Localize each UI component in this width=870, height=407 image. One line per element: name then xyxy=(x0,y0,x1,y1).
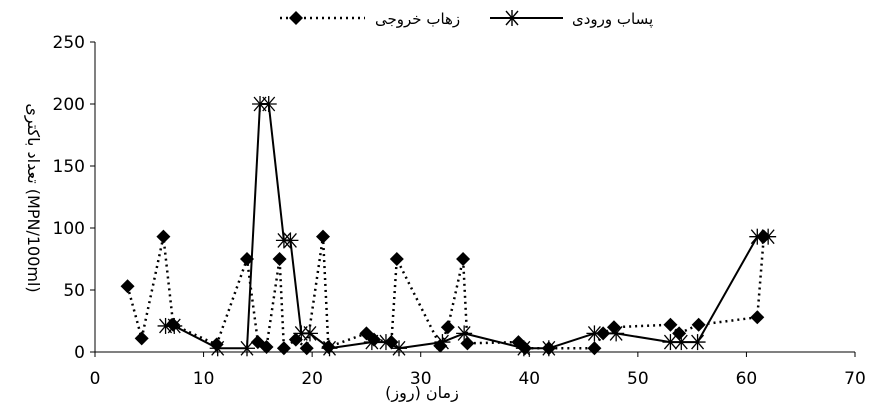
y-tick-label: 50 xyxy=(63,281,85,301)
series-1-point xyxy=(240,252,254,266)
series-2-point xyxy=(586,325,603,342)
x-tick-label: 60 xyxy=(736,369,758,389)
series-1-point xyxy=(259,340,274,355)
series-1-point xyxy=(596,326,611,341)
plot-area xyxy=(120,96,777,357)
series-1-point xyxy=(460,336,475,351)
x-tick-label: 0 xyxy=(90,369,101,389)
series-1-point xyxy=(120,279,135,294)
series-1-point xyxy=(272,252,287,266)
y-tick-label: 250 xyxy=(53,33,85,53)
series-2-point xyxy=(301,325,318,342)
x-tick-label: 10 xyxy=(193,369,215,389)
series-1-point xyxy=(663,317,678,332)
series-1-point xyxy=(587,341,602,356)
legend: زهاب خروجی پساب ورودی xyxy=(280,10,653,29)
y-tick-label: 150 xyxy=(53,157,85,177)
x-tick-label: 20 xyxy=(301,369,323,389)
series-2-point xyxy=(456,325,473,342)
series-1-point xyxy=(389,252,404,266)
series-1-point xyxy=(606,320,621,335)
legend-series-1-label: زهاب خروجی xyxy=(375,10,460,28)
x-tick-label: 40 xyxy=(518,369,540,389)
series-1-point xyxy=(750,310,765,325)
series-2-point xyxy=(434,334,451,351)
series-2-point xyxy=(166,317,183,334)
y-tick-label: 200 xyxy=(53,95,85,115)
series-1-point xyxy=(299,341,314,356)
series-1-point xyxy=(456,252,471,266)
y-tick-label: 0 xyxy=(74,343,85,363)
y-tick-label: 100 xyxy=(53,219,85,239)
series-2-point xyxy=(209,340,226,357)
series-1-point xyxy=(440,320,455,335)
axes: 0 50 100 150 200 250 0 10 20 30 40 50 60 70 xyxy=(53,33,866,389)
series-2-point xyxy=(391,340,407,357)
x-tick-label: 70 xyxy=(844,369,866,389)
series-1-point xyxy=(276,341,291,356)
legend-series-2-asterisk-icon xyxy=(504,10,520,26)
series-2-point xyxy=(363,334,380,351)
x-axis-title: زمان (روز) xyxy=(385,383,459,403)
x-tick-label: 30 xyxy=(410,369,432,389)
y-axis-title: تعداد باکتری (MPN/100ml) xyxy=(23,103,43,292)
series-2-point xyxy=(689,334,706,351)
series-2-point xyxy=(321,340,338,357)
x-tick-label: 50 xyxy=(627,369,649,389)
series-1-point xyxy=(156,229,171,244)
series-1-point xyxy=(691,317,706,332)
series-2-point xyxy=(673,334,690,351)
series-2-point xyxy=(260,96,277,112)
series-2-point xyxy=(608,325,625,342)
series-1-point xyxy=(134,331,149,346)
legend-series-1-diamond-icon xyxy=(289,11,303,25)
legend-series-2-label: پساب ورودی xyxy=(572,10,653,29)
series-1-point xyxy=(316,229,330,244)
series-2-point xyxy=(282,232,299,249)
series-2-point xyxy=(760,228,777,245)
series-2-line xyxy=(165,103,769,350)
series-2-point xyxy=(540,340,557,357)
series-2-point xyxy=(377,334,394,351)
series-2-point xyxy=(515,340,532,357)
series-2-point xyxy=(239,340,255,357)
